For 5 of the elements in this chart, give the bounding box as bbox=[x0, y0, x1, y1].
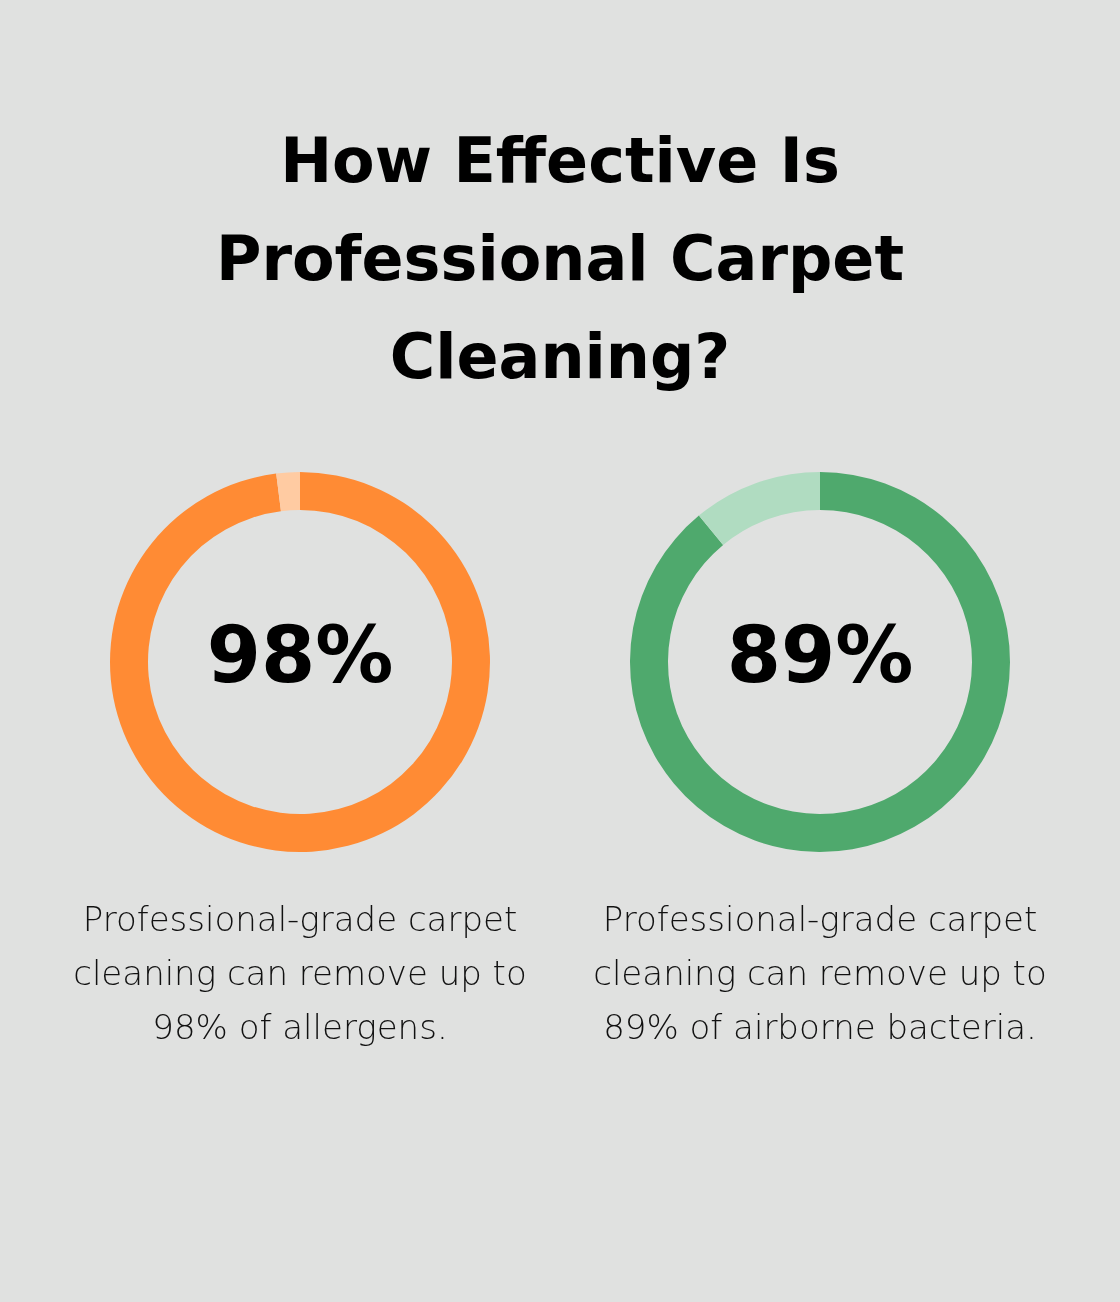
chart-title: How Effective Is Professional Carpet Cleaning? bbox=[214, 123, 906, 395]
text: Professional-grade carpet cleaning can remove up to 98% of allergens. bbox=[72, 898, 528, 1049]
data-label: 89% bbox=[726, 610, 914, 701]
text: Professional-grade carpet cleaning can remove up to 89% of airborne bacteria. bbox=[592, 898, 1048, 1049]
data-label: 98% bbox=[206, 610, 394, 701]
